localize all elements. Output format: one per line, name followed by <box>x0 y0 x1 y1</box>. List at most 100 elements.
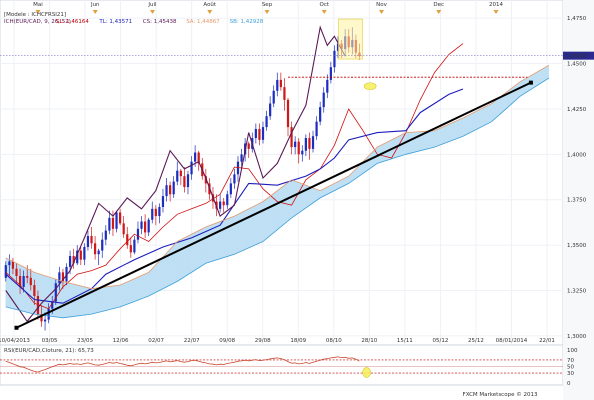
indicator-sa: SA: 1,44867 <box>186 19 220 25</box>
kumo-cloud-segment <box>473 110 478 132</box>
x-tick-label: 22/01 <box>539 338 555 344</box>
trendline-anchor-end <box>528 80 533 85</box>
x-tick-label: 09/08 <box>219 338 235 344</box>
candle-body <box>15 268 18 277</box>
kumo-cloud-segment <box>480 106 485 128</box>
month-label: Jun <box>90 2 100 8</box>
kumo-cloud-segment <box>252 204 257 247</box>
kumo-cloud-segment <box>241 210 246 252</box>
series-line-tl <box>5 88 464 304</box>
candle-body <box>76 250 79 264</box>
kumo-cloud-segment <box>184 235 189 278</box>
candle-body <box>176 170 179 182</box>
current-price-tag <box>563 51 594 60</box>
month-marker-icon <box>493 10 499 14</box>
candle-body <box>172 181 175 195</box>
kumo-cloud-segment <box>430 130 435 149</box>
kumo-cloud-segment <box>477 108 482 130</box>
candle-body <box>272 90 275 104</box>
x-tick-label: 29/08 <box>255 338 271 344</box>
rsi-tick-label: 0 <box>567 381 571 387</box>
x-tick-label: 15/11 <box>397 338 413 344</box>
kumo-cloud-segment <box>455 119 460 140</box>
x-tick-label: 08/10 <box>326 338 342 344</box>
kumo-cloud-segment <box>427 130 432 150</box>
kumo-cloud-segment <box>484 104 489 126</box>
candle-body <box>236 161 240 175</box>
candle-body <box>286 99 290 128</box>
candle-body <box>22 276 25 287</box>
candle-body <box>133 239 136 253</box>
kumo-cloud-segment <box>223 218 228 258</box>
candle-body <box>301 150 304 155</box>
kumo-cloud-segment <box>137 275 142 301</box>
kumo-cloud-segment <box>144 271 149 298</box>
candle-body <box>183 176 186 188</box>
current-price-label: 1,45435 <box>565 54 588 60</box>
trendline-anchor-start <box>14 325 19 330</box>
candle-body <box>108 217 111 231</box>
x-tick-label: 10/04/2013 <box>0 338 30 344</box>
rsi-line <box>5 356 360 373</box>
footer-text: FXCM Marketscope © 2013 <box>463 391 538 398</box>
month-label: Août <box>203 1 217 8</box>
kumo-cloud-segment <box>466 113 471 135</box>
candle-body <box>204 176 207 184</box>
kumo-cloud-segment <box>444 124 450 144</box>
kumo-cloud-segment <box>441 125 446 145</box>
candle-body <box>101 239 104 251</box>
chart-subtitle: ICH(EUR/CAD, 9, 26, 52) - <box>4 19 75 25</box>
candle-body <box>11 261 15 269</box>
candle-body <box>4 265 7 278</box>
kumo-cloud-segment <box>452 120 457 141</box>
x-tick-label: 18/09 <box>290 338 306 344</box>
candle-body <box>33 285 36 296</box>
month-label: Nov <box>376 2 387 8</box>
kumo-cloud-segment <box>302 183 307 211</box>
kumo-cloud-segment <box>130 278 135 304</box>
kumo-cloud-segment <box>244 208 249 250</box>
month-marker-icon <box>92 10 98 14</box>
right-axis-panel <box>563 0 594 400</box>
candle-body <box>229 183 232 195</box>
candle-body <box>151 208 154 220</box>
candle-body <box>83 246 86 260</box>
kumo-cloud-segment <box>180 237 185 280</box>
candle-body <box>54 283 57 302</box>
candle-body <box>240 154 243 162</box>
candle-body <box>226 194 229 206</box>
candle-body <box>158 207 161 217</box>
kumo-cloud-segment <box>159 256 164 291</box>
kumo-cloud-segment <box>187 233 192 276</box>
month-marker-icon <box>321 10 327 14</box>
kumo-cloud-segment <box>412 131 417 153</box>
x-tick-label: 02/07 <box>148 338 164 344</box>
y-tick-label: 1,3000 <box>567 334 587 340</box>
candle-body <box>186 174 190 188</box>
kumo-cloud-segment <box>462 115 467 137</box>
candle-body <box>304 138 307 151</box>
kumo-cloud-segment <box>126 279 132 305</box>
kumo-cloud-segment <box>459 117 464 138</box>
candle-body <box>58 272 61 284</box>
candle-body <box>122 223 125 235</box>
kumo-cloud-segment <box>448 122 453 143</box>
kumo-cloud-segment <box>134 276 139 302</box>
kumo-cloud-segment <box>259 201 264 244</box>
kumo-cloud-segment <box>309 186 314 206</box>
kumo-cloud-segment <box>23 266 28 313</box>
rsi-highlight-ellipse <box>362 367 371 378</box>
candle-body <box>144 221 147 233</box>
kumo-cloud-segment <box>191 232 196 273</box>
candle-body <box>315 121 318 137</box>
x-tick-label: 28/10 <box>361 338 377 344</box>
candle-body <box>219 201 222 209</box>
kumo-cloud-segment <box>237 212 242 254</box>
candle-body <box>283 87 286 100</box>
candle-body <box>190 161 193 175</box>
candle-body <box>72 256 75 264</box>
y-tick-label: 1,3500 <box>567 243 587 249</box>
rsi-panel <box>0 344 564 386</box>
